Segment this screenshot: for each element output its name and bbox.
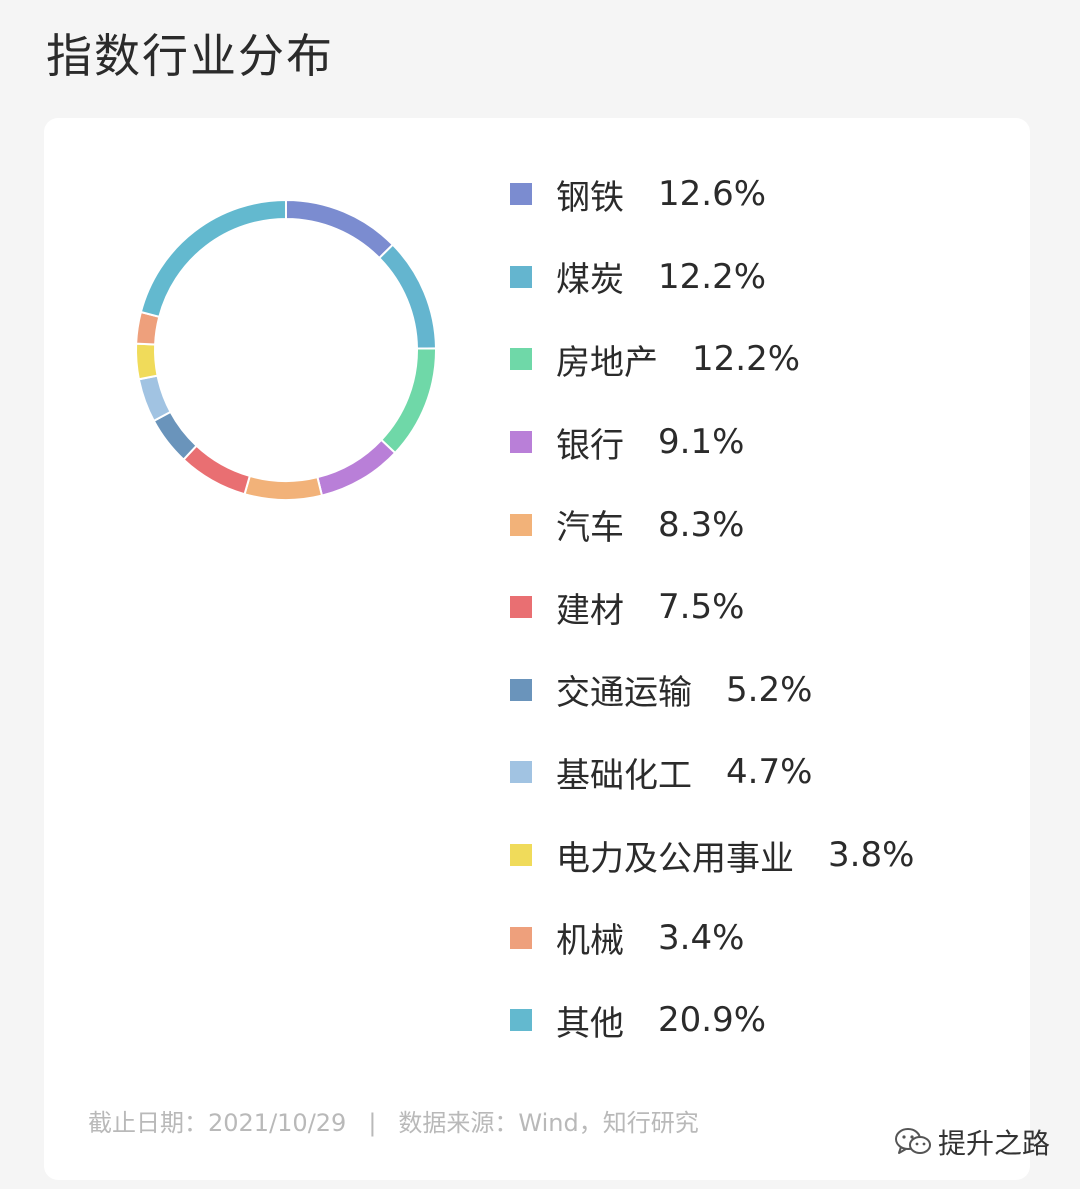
legend-label: 钢铁 [556, 177, 624, 218]
donut-slice [152, 410, 198, 462]
legend-label: 基础化工 [556, 755, 692, 796]
legend-item: 汽车 8.3% [510, 483, 914, 566]
legend-item: 建材 7.5% [510, 566, 914, 649]
donut-slice [379, 347, 437, 455]
legend-value: 12.2% [658, 256, 767, 297]
legend-value: 5.2% [726, 669, 813, 710]
legend-label: 汽车 [556, 508, 624, 549]
legend-label: 银行 [556, 425, 624, 466]
legend-swatch [510, 1009, 532, 1032]
legend-item: 钢铁 12.6% [510, 153, 914, 236]
donut-chart [135, 198, 438, 501]
legend-value: 12.6% [658, 174, 767, 215]
legend-label: 其他 [556, 1003, 624, 1044]
legend: 钢铁 12.6% 煤炭 12.2% 房地产 12.2% 银行 9.1% 汽车 8.3% 建材 7.5%… [510, 153, 914, 1062]
legend-item: 房地产 12.2% [510, 318, 914, 401]
legend-item: 机械 3.4% [510, 896, 914, 979]
legend-label: 机械 [556, 921, 624, 962]
legend-value: 9.1% [658, 422, 745, 463]
donut-slice [377, 243, 438, 350]
legend-swatch [510, 926, 532, 949]
legend-swatch [510, 678, 532, 701]
legend-item: 基础化工 4.7% [510, 731, 914, 814]
chart-card: 钢铁 12.6% 煤炭 12.2% 房地产 12.2% 银行 9.1% 汽车 8.3% 建材 7.5%… [44, 118, 1030, 1180]
legend-item: 其他 20.9% [510, 979, 914, 1062]
legend-item: 银行 9.1% [510, 401, 914, 484]
legend-swatch [510, 431, 532, 454]
donut-slice [285, 198, 395, 260]
legend-label: 建材 [556, 590, 624, 631]
legend-item: 煤炭 12.2% [510, 236, 914, 319]
legend-value: 4.7% [726, 752, 813, 793]
legend-value: 20.9% [658, 1000, 767, 1041]
legend-item: 电力及公用事业 3.8% [510, 814, 914, 897]
footnote: 截止日期：2021/10/29 | 数据来源：Wind，知行研究 [88, 1103, 699, 1138]
watermark-text: 提升之路 [938, 1127, 1051, 1160]
footnote-date: 截止日期：2021/10/29 [88, 1109, 347, 1137]
legend-label: 电力及公用事业 [556, 838, 794, 879]
legend-swatch [510, 844, 532, 867]
legend-value: 3.4% [658, 917, 745, 958]
donut-slice [139, 198, 287, 319]
footnote-separator: | [368, 1109, 377, 1137]
watermark: 提升之路 [894, 1122, 1050, 1162]
wechat-icon [895, 1128, 931, 1154]
legend-item: 交通运输 5.2% [510, 649, 914, 732]
footnote-source: 数据来源：Wind，知行研究 [398, 1109, 699, 1137]
legend-value: 12.2% [692, 339, 801, 380]
legend-label: 交通运输 [556, 673, 692, 714]
legend-value: 8.3% [658, 504, 745, 545]
donut-slice [316, 438, 397, 497]
page-title: 指数行业分布 [46, 29, 334, 83]
legend-value: 3.8% [828, 835, 915, 876]
donut-slice [243, 474, 324, 501]
legend-swatch [510, 265, 532, 288]
legend-swatch [510, 348, 532, 371]
legend-swatch [510, 513, 532, 536]
donut-slice [182, 444, 252, 496]
legend-label: 房地产 [556, 342, 658, 383]
donut-slice [135, 342, 159, 381]
legend-value: 7.5% [658, 587, 745, 628]
legend-swatch [510, 183, 532, 206]
legend-swatch [510, 761, 532, 784]
legend-swatch [510, 596, 532, 619]
donut-slice [137, 374, 172, 423]
legend-label: 煤炭 [556, 260, 624, 301]
